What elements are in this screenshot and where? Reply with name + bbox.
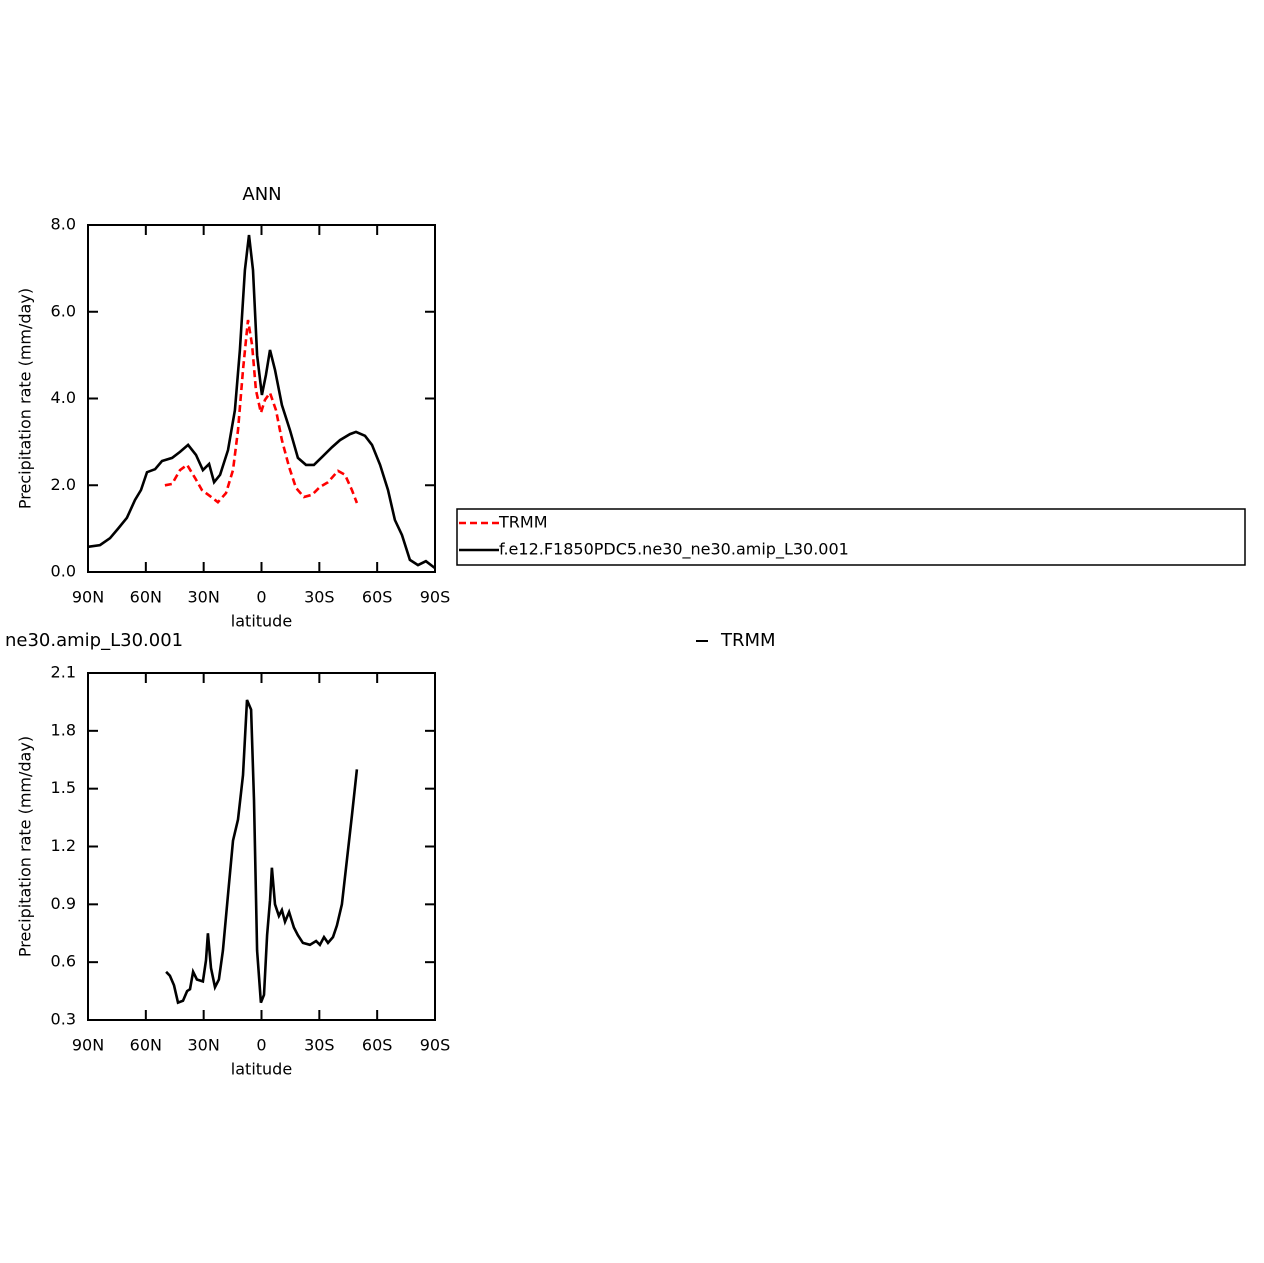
legend-label: TRMM: [720, 630, 776, 651]
chart-title: ANN: [242, 184, 281, 205]
y-tick-label: 2.0: [51, 475, 76, 494]
x-tick-label: 60N: [130, 588, 162, 607]
x-tick-label: 30S: [304, 1036, 335, 1055]
y-tick-label: 0.0: [51, 562, 76, 581]
y-tick-label: 1.8: [51, 720, 76, 739]
x-tick-label: 30S: [304, 588, 335, 607]
x-tick-label: 30N: [188, 588, 220, 607]
plot-frame: [87, 672, 436, 1021]
data-line: [165, 699, 359, 1005]
y-axis-label: Precipitation rate (mm/day): [16, 736, 35, 957]
y-tick-label: 6.0: [51, 301, 76, 320]
x-tick-label: 60S: [362, 588, 393, 607]
plot-frame: [87, 224, 436, 573]
x-tick-label: 60N: [130, 1036, 162, 1055]
x-tick-label: 60S: [362, 1036, 393, 1055]
data-line: [87, 234, 436, 570]
y-tick-label: 4.0: [51, 388, 76, 407]
x-tick-label: 0: [256, 588, 266, 607]
y-tick-label: 0.6: [51, 952, 76, 971]
y-tick-label: 1.5: [51, 778, 76, 797]
legend-label: f.e12.F1850PDC5.ne30_ne30.amip_L30.001: [499, 540, 849, 560]
x-tick-label: 90S: [420, 588, 451, 607]
x-axis-label: latitude: [231, 612, 292, 631]
data-line: [164, 319, 359, 504]
x-tick-label: 0: [256, 1036, 266, 1055]
y-tick-label: 0.9: [51, 894, 76, 913]
y-axis-label: Precipitation rate (mm/day): [16, 288, 35, 509]
chart-title: ne30.amip_L30.001: [5, 630, 183, 651]
x-tick-label: 90S: [420, 1036, 451, 1055]
legend-label: TRMM: [498, 513, 548, 532]
x-tick-label: 90N: [72, 1036, 104, 1055]
y-tick-label: 0.3: [51, 1010, 76, 1029]
y-tick-label: 2.1: [51, 663, 76, 682]
y-tick-label: 1.2: [51, 836, 76, 855]
x-tick-label: 30N: [188, 1036, 220, 1055]
x-axis-label: latitude: [231, 1060, 292, 1079]
y-tick-label: 8.0: [51, 215, 76, 234]
x-tick-label: 90N: [72, 588, 104, 607]
legend-box: [456, 508, 1246, 566]
